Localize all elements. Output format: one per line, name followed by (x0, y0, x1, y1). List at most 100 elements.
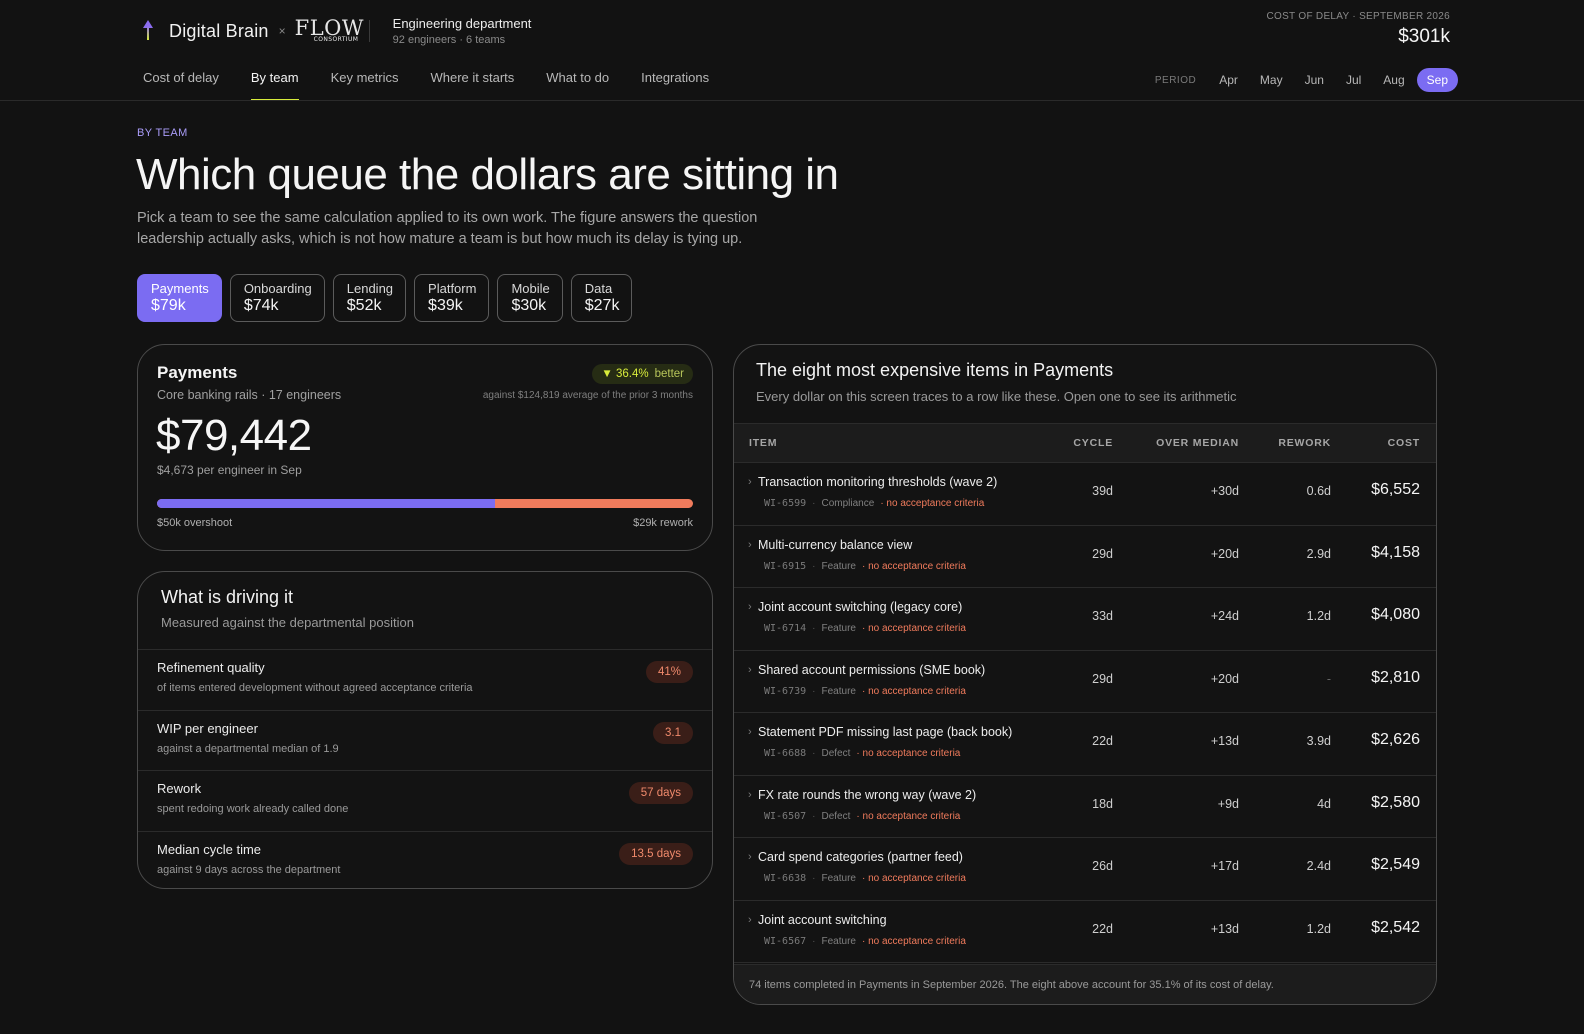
team-summary-card: Payments Core banking rails · 17 enginee… (137, 344, 713, 551)
chevron-right-icon[interactable]: › (748, 851, 752, 863)
driver-wip-per-engineer: WIP per engineer against a departmental … (138, 709, 712, 771)
driver-description: against a departmental median of 1.9 (157, 742, 339, 755)
table-row[interactable]: › Card spend categories (partner feed) WI-… (734, 838, 1436, 901)
item-id: WI-6688 (764, 748, 807, 759)
nav-by-team[interactable]: By team (250, 70, 299, 100)
column-header-cycle: CYCLE (1073, 437, 1113, 449)
driver-description: spent redoing work already called done (157, 803, 349, 815)
items-footer: 74 items completed in Payments in Septem… (734, 964, 1436, 1004)
team-tab-payments[interactable]: Payments $79k (137, 274, 222, 322)
item-name: Statement PDF missing last page (back bo… (758, 725, 1013, 739)
driver-name: Median cycle time (157, 841, 262, 857)
items-subtitle: Every dollar on this screen traces to a … (756, 389, 1237, 404)
period-aug[interactable]: Aug (1383, 73, 1405, 87)
team-tabs: Payments $79k Onboarding $74k Lending $5… (137, 274, 633, 322)
item-flag: · no acceptance criteria (861, 685, 966, 697)
item-flag-text: no acceptance criteria (868, 560, 966, 572)
nav-key-metrics[interactable]: Key metrics (330, 70, 399, 85)
overshoot-label: $50k overshoot (157, 517, 233, 529)
item-type: Defect (821, 748, 851, 759)
item-rework: 4d (1317, 796, 1331, 811)
table-row[interactable]: › Statement PDF missing last page (back b… (734, 713, 1436, 776)
item-name: Joint account switching (legacy core) (758, 600, 963, 614)
driver-badge: 57 days (628, 782, 693, 804)
nav-what-to-do[interactable]: What to do (546, 70, 610, 85)
chevron-right-icon[interactable]: › (748, 726, 752, 738)
item-cycle: 39d (1092, 484, 1113, 498)
period-apr[interactable]: Apr (1219, 73, 1238, 87)
partner-logo-subtitle: CONSORTIUM (313, 36, 359, 43)
comparison-note: against $124,819 average of the prior 3 … (482, 390, 693, 401)
meta-separator: · (812, 935, 816, 947)
team-tab-name: Data (584, 281, 613, 296)
item-cost: $4,158 (1371, 543, 1420, 561)
period-jul[interactable]: Jul (1345, 73, 1362, 87)
period-jun[interactable]: Jun (1304, 73, 1324, 87)
team-tab-name: Onboarding (243, 281, 312, 296)
team-tab-mobile[interactable]: Mobile $30k (497, 274, 563, 322)
item-cycle: 22d (1092, 921, 1113, 936)
item-type: Defect (821, 810, 851, 822)
table-row[interactable]: › Joint account switching (legacy core) WI… (734, 588, 1436, 651)
per-engineer-cost: $4,673 per engineer in Sep (157, 463, 302, 477)
team-tab-onboarding[interactable]: Onboarding $74k (229, 274, 325, 322)
table-row[interactable]: › Multi-currency balance view WI-6915 · Feat… (734, 526, 1436, 588)
item-over-median: +30d (1210, 484, 1239, 498)
cost-of-delay-value: $301k (1398, 26, 1450, 47)
main-nav: Cost of delay By team Key metrics Where … (143, 70, 709, 100)
item-flag-text: no acceptance criteria (886, 498, 985, 509)
period-may[interactable]: May (1259, 73, 1283, 87)
team-tab-value: $30k (511, 297, 547, 314)
team-tab-lending[interactable]: Lending $52k (332, 274, 407, 322)
chevron-right-icon[interactable]: › (748, 538, 752, 551)
item-meta: WI-6739 · Feature · no acceptance criteria (764, 686, 966, 697)
item-flag: · no acceptance criteria (861, 623, 966, 634)
nav-where-it-starts[interactable]: Where it starts (430, 70, 515, 85)
table-row[interactable]: › Joint account switching WI-6567 · Feature ·… (734, 901, 1436, 963)
department-meta: 92 engineers · 6 teams (392, 34, 506, 46)
item-cost: $2,810 (1371, 668, 1420, 686)
table-row[interactable]: › Transaction monitoring thresholds (wave… (734, 463, 1436, 526)
item-type: Feature (821, 685, 856, 697)
item-id: WI-6507 (764, 810, 807, 822)
chevron-right-icon[interactable]: › (748, 913, 752, 926)
item-meta: WI-6688 · Defect · no acceptance criteria (764, 748, 960, 759)
nav-cost-of-delay[interactable]: Cost of delay (143, 70, 219, 85)
chevron-right-icon[interactable]: › (748, 788, 752, 801)
team-tab-platform[interactable]: Platform $39k (414, 274, 490, 322)
item-over-median: +13d (1210, 921, 1239, 936)
item-type: Feature (821, 560, 856, 572)
item-flag-text: no acceptance criteria (868, 873, 966, 884)
team-tab-name: Lending (346, 281, 394, 296)
department-info: Engineering department 92 engineers · 6 … (393, 16, 532, 46)
driver-name: Rework (157, 781, 202, 796)
partner-logo: FLOW CONSORTIUM (295, 16, 364, 46)
meta-separator: · (812, 560, 816, 572)
item-flag: · no acceptance criteria (861, 560, 966, 572)
item-flag: · no acceptance criteria (861, 873, 966, 884)
period-sep[interactable]: Sep (1416, 68, 1458, 92)
item-rework: 1.2d (1306, 921, 1331, 936)
cost-of-delay-label: COST OF DELAY · SEPTEMBER 2026 (1266, 11, 1450, 22)
item-meta: WI-6915 · Feature · no acceptance criteria (764, 561, 966, 572)
item-name: FX rate rounds the wrong way (wave 2) (758, 787, 977, 802)
brand-arrow-icon (143, 20, 153, 42)
driver-description: against 9 days across the department (157, 863, 341, 876)
table-row[interactable]: › Shared account permissions (SME book) WI… (734, 651, 1436, 713)
brand-name: Digital Brain (169, 20, 269, 41)
team-tab-value: $79k (151, 297, 186, 314)
driver-badge: 41% (645, 661, 693, 683)
chevron-right-icon[interactable]: › (748, 663, 752, 676)
table-row[interactable]: › FX rate rounds the wrong way (wave 2) WI… (734, 776, 1436, 838)
driver-median-cycle-time: Median cycle time against 9 days across … (138, 830, 712, 889)
item-meta: WI-6507 · Defect · no acceptance criteria (764, 811, 960, 822)
nav-integrations[interactable]: Integrations (641, 70, 710, 85)
driver-refinement-quality: Refinement quality of items entered deve… (138, 649, 712, 710)
chevron-right-icon[interactable]: › (748, 476, 752, 488)
chevron-right-icon[interactable]: › (748, 601, 752, 613)
item-meta: WI-6599 · Compliance · no acceptance criter… (764, 498, 984, 509)
period-label: PERIOD (1154, 74, 1197, 86)
team-tab-data[interactable]: Data $27k (570, 274, 633, 322)
item-meta: WI-6638 · Feature · no acceptance criteria (764, 873, 966, 884)
item-flag-text: no acceptance criteria (862, 810, 961, 822)
